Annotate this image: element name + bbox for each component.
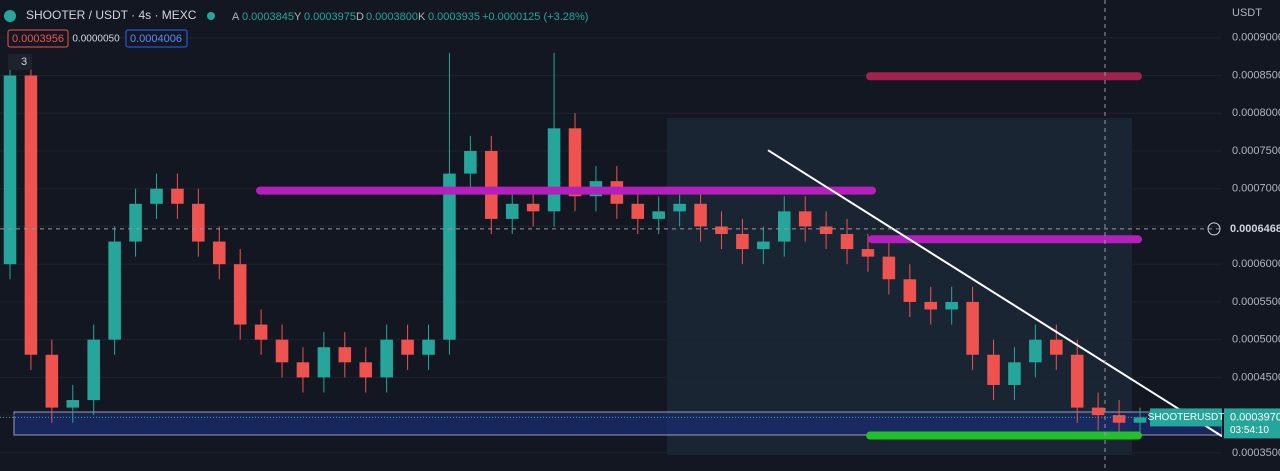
y-tick-label: 0.0009000 bbox=[1232, 32, 1280, 44]
candle-body bbox=[129, 203, 142, 242]
candle-body bbox=[1029, 339, 1042, 363]
price-tag bbox=[1224, 408, 1280, 439]
y-tick-label: 0.0005500 bbox=[1232, 296, 1280, 308]
indicator-count: 3 bbox=[21, 56, 27, 68]
candle-body bbox=[673, 203, 686, 212]
candle-body bbox=[1091, 407, 1105, 416]
candle-body bbox=[945, 301, 958, 310]
indicator-toggle[interactable] bbox=[8, 54, 32, 70]
candle-body bbox=[212, 241, 226, 265]
symbol-tag-label: SHOOTERUSDT bbox=[1148, 412, 1225, 423]
y-tick-label: 0.0007500 bbox=[1232, 145, 1280, 157]
sell-price: 0.0003956 bbox=[12, 33, 64, 45]
candle-body bbox=[108, 241, 121, 340]
candle-body bbox=[819, 226, 833, 234]
candle-body bbox=[485, 150, 498, 219]
candle-body bbox=[547, 128, 561, 212]
y-tick-label: 0.0005000 bbox=[1232, 334, 1280, 346]
crosshair-tag bbox=[1224, 219, 1280, 238]
candle-body bbox=[192, 203, 205, 242]
trendline bbox=[767, 149, 1223, 438]
candle-body bbox=[66, 400, 80, 408]
candle-body bbox=[171, 188, 184, 204]
candle-body bbox=[24, 75, 38, 355]
candle-body bbox=[254, 324, 268, 340]
y-tick-label: 0.0006000 bbox=[1232, 258, 1280, 270]
candle-body bbox=[736, 233, 749, 250]
crosshair-label: 0.0006468 bbox=[1230, 223, 1280, 235]
h-value: 0.0003975 bbox=[304, 11, 356, 23]
candle-body bbox=[401, 339, 414, 355]
candle-body bbox=[694, 203, 707, 227]
y-tick-label: 0.0004500 bbox=[1232, 371, 1280, 383]
h-label: Y bbox=[294, 11, 302, 23]
candle-body bbox=[45, 354, 59, 408]
candle-body bbox=[840, 233, 854, 250]
candle-body bbox=[275, 339, 289, 363]
candle-body bbox=[443, 173, 456, 340]
symbol-icon bbox=[4, 10, 16, 22]
symbol[interactable]: SHOOTER / USDT · 4s · MEXC bbox=[26, 8, 197, 22]
candle-body bbox=[422, 339, 435, 355]
status-dot bbox=[207, 12, 215, 20]
candle-body bbox=[359, 362, 373, 378]
o-label: A bbox=[232, 11, 240, 23]
y-tick-label: 0.0007000 bbox=[1232, 183, 1280, 195]
candle-body bbox=[380, 339, 393, 378]
candle-body bbox=[924, 301, 938, 310]
plot bbox=[0, 0, 1223, 471]
o-value: 0.0003845 bbox=[242, 11, 294, 23]
candle-body bbox=[296, 362, 310, 378]
candle-body bbox=[3, 75, 17, 265]
l-label: D bbox=[356, 11, 364, 23]
candle-body bbox=[505, 203, 519, 219]
candle-body bbox=[777, 211, 791, 242]
last-price-label: 0.0003970 bbox=[1230, 411, 1280, 423]
spread: 0.0000050 bbox=[72, 34, 120, 45]
channel-band bbox=[667, 118, 1132, 455]
candle-body bbox=[317, 347, 331, 378]
sell-box[interactable] bbox=[7, 29, 69, 48]
change: +0.0000125 (+3.28%) bbox=[482, 11, 588, 23]
candle-body bbox=[798, 211, 812, 227]
c-label: K bbox=[418, 11, 426, 23]
c-value: 0.0003935 bbox=[428, 11, 480, 23]
y-tick-label: 0.0008000 bbox=[1232, 107, 1280, 119]
y-tick-label: 0.0003500 bbox=[1232, 447, 1280, 459]
candle-body bbox=[1133, 417, 1147, 423]
buy-price: 0.0004006 bbox=[130, 33, 182, 45]
candle-body bbox=[464, 150, 477, 174]
candle-body bbox=[861, 249, 875, 257]
candle-body bbox=[903, 279, 917, 302]
candle-body bbox=[526, 203, 540, 212]
crosshair-plus bbox=[1207, 222, 1221, 236]
candle-body bbox=[966, 301, 979, 355]
candle-body bbox=[757, 241, 770, 250]
currency[interactable]: USDT bbox=[1232, 7, 1262, 19]
candle-body bbox=[987, 354, 1000, 385]
candle-body bbox=[652, 211, 665, 219]
candle-body bbox=[715, 226, 728, 234]
candle-body bbox=[1008, 362, 1021, 385]
candle-body bbox=[568, 128, 582, 197]
symbol-tag bbox=[1150, 408, 1222, 427]
candle-body bbox=[338, 347, 352, 363]
countdown: 03:54:10 bbox=[1230, 425, 1269, 436]
buy-box[interactable] bbox=[125, 29, 188, 48]
candle-body bbox=[1112, 415, 1126, 423]
candle-body bbox=[1070, 354, 1084, 408]
candle-body bbox=[882, 256, 896, 280]
candle-body bbox=[150, 188, 163, 204]
candle-body bbox=[1050, 339, 1063, 355]
candle-body bbox=[233, 264, 247, 325]
l-value: 0.0003800 bbox=[366, 11, 418, 23]
candle-body bbox=[631, 203, 645, 219]
y-tick-label: 0.0008500 bbox=[1232, 69, 1280, 81]
candle-body bbox=[87, 339, 100, 401]
